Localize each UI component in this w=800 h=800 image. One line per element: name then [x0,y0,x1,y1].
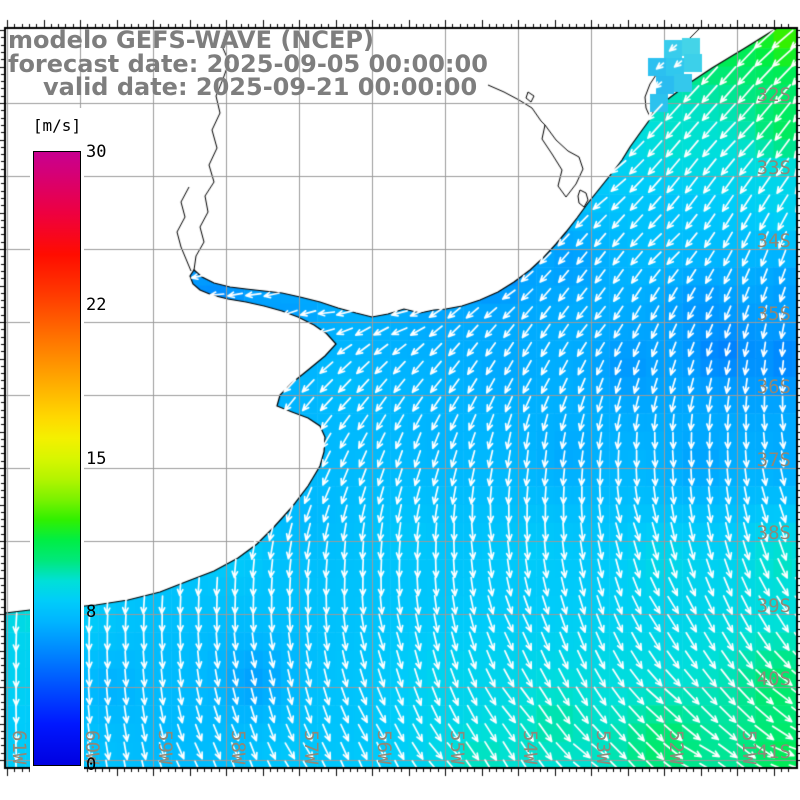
colorbar-gradient [33,151,81,766]
colorbar-unit-label: [m/s] [32,116,82,135]
colorbar-panel: [m/s] [30,108,84,782]
